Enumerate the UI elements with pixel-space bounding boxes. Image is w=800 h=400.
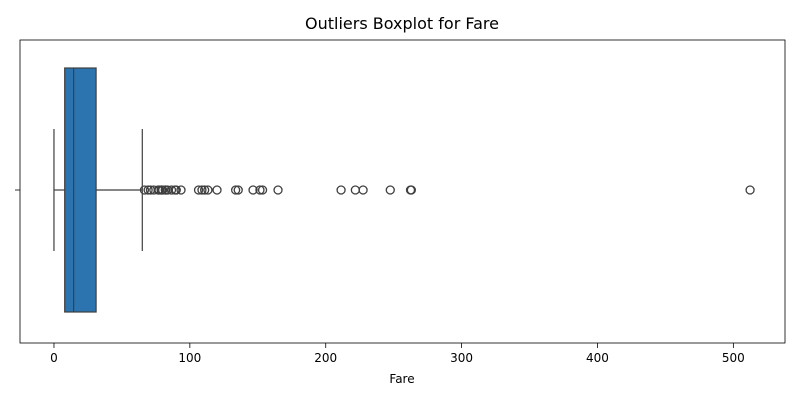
plot-area-frame <box>19 39 786 344</box>
x-tick-label: 400 <box>586 351 609 365</box>
outlier-point <box>158 185 168 195</box>
outlier-point <box>166 185 177 195</box>
chart-title: Outliers Boxplot for Fare <box>305 14 499 33</box>
x-tick-label: 100 <box>178 351 201 365</box>
plot-content <box>53 67 755 313</box>
outlier-point <box>171 185 181 195</box>
outlier-point <box>212 185 222 195</box>
outlier-point <box>197 185 207 195</box>
outlier-point <box>248 185 258 195</box>
outlier-point <box>358 185 368 195</box>
x-tick-label: 300 <box>450 351 473 365</box>
x-axis: 0 100 200 300 400 500 <box>50 343 745 365</box>
outlier-point <box>745 185 755 195</box>
outlier-point <box>273 185 283 195</box>
outlier-point <box>350 185 360 195</box>
outlier-point <box>233 185 243 195</box>
outlier-point <box>203 185 213 195</box>
outlier-point <box>257 185 268 195</box>
outlier-point <box>385 185 395 195</box>
x-tick-label: 0 <box>50 351 58 365</box>
x-tick-label: 200 <box>314 351 337 365</box>
outlier-point <box>255 185 265 195</box>
outlier-point <box>200 185 210 195</box>
outlier-point <box>336 185 346 195</box>
x-tick-label: 500 <box>722 351 745 365</box>
outlier-point <box>193 185 204 195</box>
outlier-point <box>139 185 150 195</box>
outlier-point <box>176 185 186 195</box>
outlier-point <box>230 185 241 195</box>
x-axis-label: Fare <box>389 372 414 386</box>
outlier-point <box>406 185 416 195</box>
iqr-box <box>64 67 97 313</box>
